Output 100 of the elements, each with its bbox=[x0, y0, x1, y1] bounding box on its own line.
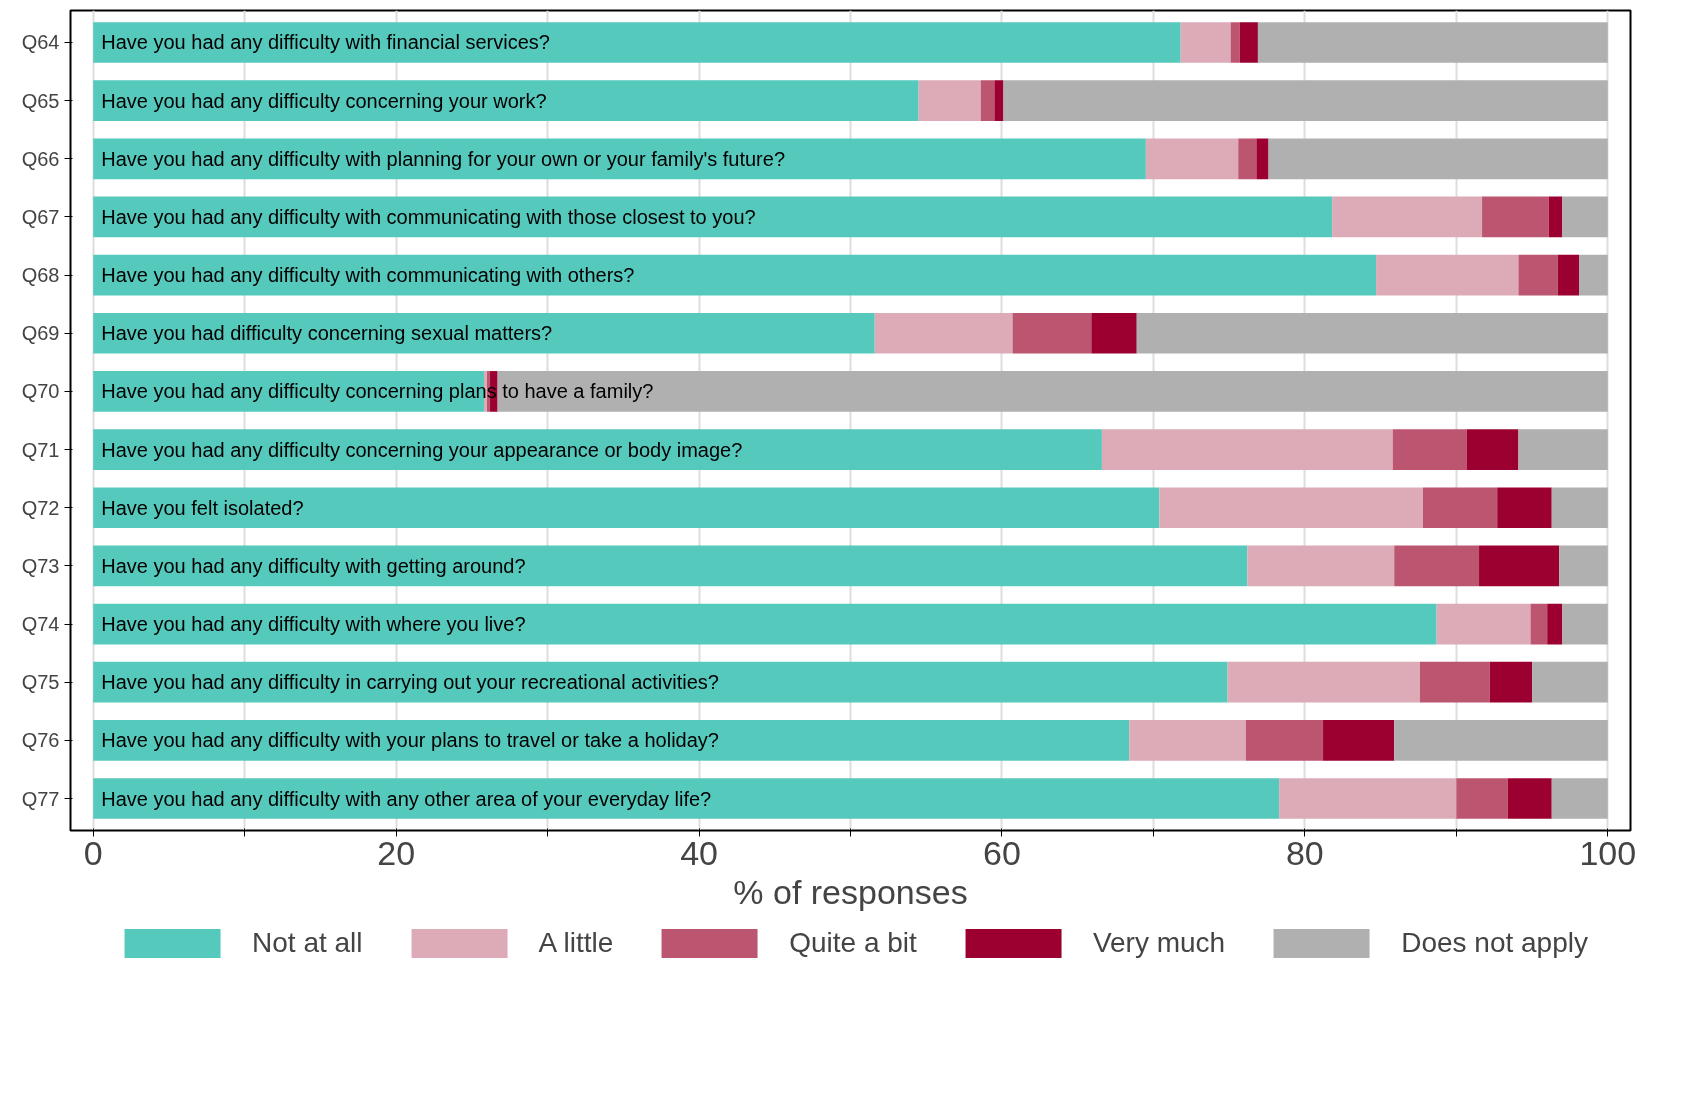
bar bbox=[1230, 22, 1240, 63]
annotation: Have you had any difficulty with financial services? bbox=[101, 31, 550, 54]
bar bbox=[1180, 22, 1231, 63]
bar bbox=[1456, 778, 1508, 819]
y-tick-label: Q75 bbox=[21, 671, 60, 694]
bar bbox=[918, 80, 981, 121]
bar bbox=[1239, 22, 1258, 63]
bar bbox=[1562, 603, 1608, 645]
x-tick-label: 80 bbox=[1285, 833, 1324, 872]
bar bbox=[93, 429, 1102, 470]
y-tick-label: Q67 bbox=[21, 205, 60, 228]
bar bbox=[93, 661, 1228, 703]
y-tick-label: Q66 bbox=[21, 147, 60, 170]
bar bbox=[93, 22, 1181, 63]
y-tick-label: Q73 bbox=[21, 554, 60, 577]
annotation: Have you had any difficulty with communicating with those closest to you? bbox=[101, 205, 756, 228]
bar bbox=[1551, 778, 1608, 819]
annotation: Have you had any difficulty with planning for your own or your family's future? bbox=[101, 147, 786, 170]
bar bbox=[93, 603, 1437, 645]
bar bbox=[1394, 720, 1608, 761]
bar bbox=[1159, 487, 1423, 529]
annotation: Have you had any difficulty with getting around? bbox=[101, 554, 526, 577]
bar bbox=[1532, 661, 1608, 703]
x-tick-label: 20 bbox=[377, 833, 416, 872]
legend-label: Does not apply bbox=[1401, 927, 1588, 959]
y-tick-label: Q70 bbox=[21, 380, 60, 403]
bar bbox=[1518, 254, 1558, 296]
bar bbox=[1518, 429, 1608, 470]
y-tick-label: Q72 bbox=[21, 496, 60, 519]
bar bbox=[93, 312, 875, 354]
bar bbox=[93, 778, 1280, 819]
bar bbox=[1419, 661, 1490, 703]
bar bbox=[1136, 312, 1608, 354]
bar bbox=[874, 312, 1013, 354]
bar bbox=[1551, 487, 1608, 529]
bar bbox=[1238, 138, 1257, 180]
bar bbox=[1323, 720, 1395, 761]
legend-label: Not at all bbox=[252, 927, 363, 959]
bar bbox=[1559, 545, 1608, 587]
bar bbox=[1245, 720, 1324, 761]
bar bbox=[1530, 603, 1548, 645]
x-tick-label: 40 bbox=[680, 833, 718, 872]
bar bbox=[1129, 720, 1246, 761]
bar bbox=[1003, 80, 1608, 121]
bar bbox=[93, 487, 1160, 529]
y-tick-label: Q71 bbox=[21, 438, 60, 461]
bar bbox=[1332, 196, 1483, 238]
bar bbox=[93, 254, 1377, 296]
bar bbox=[1376, 254, 1519, 296]
bar bbox=[1091, 312, 1137, 354]
bar bbox=[1268, 138, 1608, 180]
bar bbox=[1562, 196, 1608, 238]
annotation: Have you had any difficulty concerning your appearance or body image? bbox=[101, 438, 743, 461]
y-tick-label: Q74 bbox=[21, 613, 60, 636]
bar bbox=[1557, 254, 1579, 296]
bar bbox=[1497, 487, 1552, 529]
bar bbox=[93, 545, 1248, 587]
annotation: Have you had any difficulty with your plans to travel or take a holiday? bbox=[101, 729, 719, 752]
bar bbox=[93, 80, 919, 121]
bar bbox=[1145, 138, 1239, 180]
bar bbox=[1507, 778, 1552, 819]
bar bbox=[1479, 545, 1560, 587]
y-tick-label: Q69 bbox=[21, 322, 60, 345]
legend-label: Quite a bit bbox=[789, 927, 917, 959]
bar bbox=[1256, 138, 1269, 180]
y-tick-label: Q65 bbox=[21, 89, 60, 112]
bar bbox=[497, 371, 1608, 412]
y-tick-label: Q76 bbox=[21, 729, 60, 752]
bar bbox=[1279, 778, 1457, 819]
bar bbox=[1482, 196, 1549, 238]
y-tick-label: Q68 bbox=[21, 264, 60, 287]
bar bbox=[93, 138, 1146, 180]
x-tick-label: 100 bbox=[1579, 833, 1637, 872]
bar bbox=[1392, 429, 1467, 470]
bar bbox=[1548, 196, 1563, 238]
bar bbox=[1394, 545, 1480, 587]
legend-label: A little bbox=[538, 927, 614, 959]
bar bbox=[1579, 254, 1608, 296]
bar bbox=[994, 80, 1004, 121]
x-axis-title: % of responses bbox=[733, 872, 968, 911]
y-tick-label: Q77 bbox=[21, 787, 60, 810]
bar bbox=[1247, 545, 1395, 587]
bar bbox=[980, 80, 995, 121]
bar bbox=[93, 720, 1130, 761]
annotation: Have you had any difficulty with where you live? bbox=[101, 613, 526, 636]
x-tick-label: 60 bbox=[983, 833, 1021, 872]
annotation: Have you had difficulty concerning sexual matters? bbox=[101, 322, 553, 345]
bar bbox=[1101, 429, 1393, 470]
bar bbox=[1436, 603, 1531, 645]
bar bbox=[1012, 312, 1092, 354]
y-tick-label: Q64 bbox=[21, 31, 60, 54]
bar bbox=[1227, 661, 1420, 703]
annotation: Have you felt isolated? bbox=[101, 496, 304, 519]
bar bbox=[1423, 487, 1498, 529]
annotation: Have you had any difficulty in carrying out your recreational activities? bbox=[101, 671, 719, 694]
annotation: Have you had any difficulty concerning your work? bbox=[101, 89, 547, 112]
annotation: Have you had any difficulty with any other area of your everyday life? bbox=[101, 787, 712, 810]
x-tick-label: 0 bbox=[83, 833, 103, 872]
legend-label: Very much bbox=[1092, 927, 1226, 959]
bar bbox=[1547, 603, 1563, 645]
